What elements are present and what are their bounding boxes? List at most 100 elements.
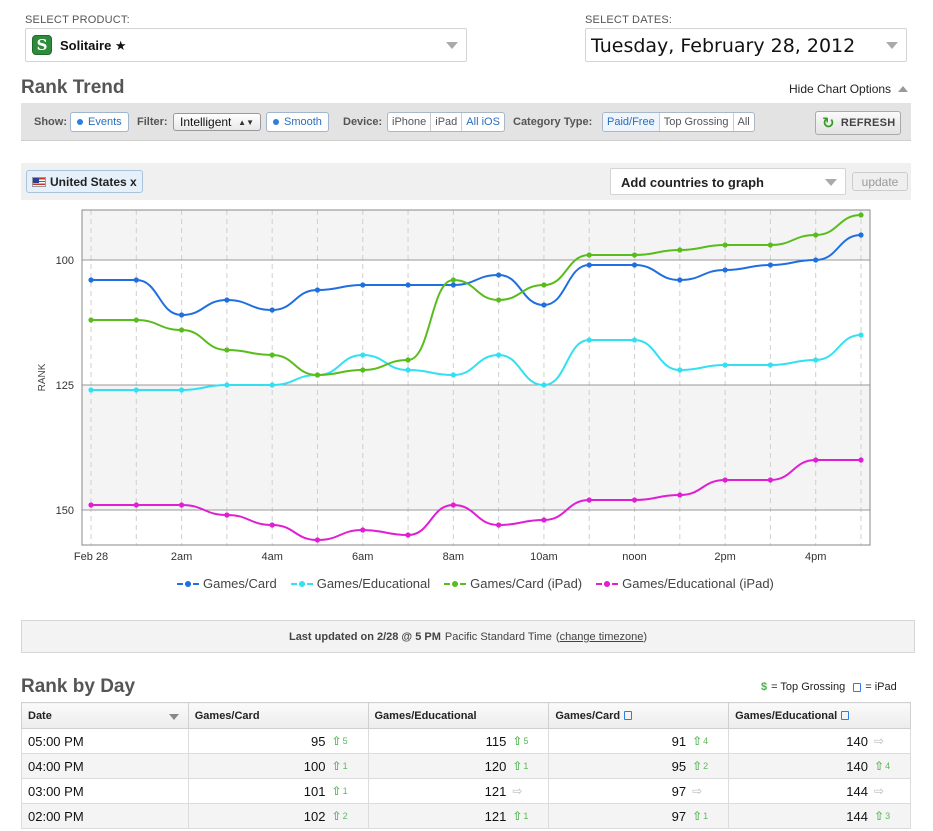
country-tag-united-states[interactable]: United States x	[26, 170, 143, 193]
events-toggle[interactable]: Events	[70, 112, 129, 132]
rank-delta: 5	[342, 736, 348, 746]
update-button[interactable]: update	[852, 172, 908, 191]
ipad-icon	[624, 710, 633, 720]
country-tag-label: United States x	[50, 174, 137, 189]
rank-delta: 4	[703, 736, 709, 746]
category-segmented: Paid/Free Top Grossing All	[602, 112, 755, 132]
data-point	[631, 497, 638, 503]
rank-value: 102	[303, 808, 326, 824]
col-label: Games/Card	[194, 709, 260, 722]
col-games-card-ipad[interactable]: Games/Card	[548, 702, 730, 729]
legend-item[interactable]: Games/Card (iPad)	[444, 576, 582, 591]
refresh-button[interactable]: ↻ REFRESH	[815, 111, 901, 135]
data-point	[224, 347, 230, 353]
table-row: 02:00 PM 102 ⇧ 2 121 ⇧ 1 97 ⇧ 1 144 ⇧ 3	[21, 803, 911, 829]
product-select[interactable]: S Solitaire ★	[25, 28, 467, 62]
sort-icon	[168, 714, 179, 720]
smooth-label: Smooth	[284, 116, 322, 128]
category-paid-free[interactable]: Paid/Free	[603, 113, 660, 131]
timezone-text: Pacific Standard Time	[444, 630, 552, 643]
device-ipad[interactable]: iPad	[431, 113, 463, 131]
rank-flat-icon: ⇨	[692, 784, 703, 798]
x-tick-label: 10am	[530, 551, 558, 563]
rank-value: 100	[303, 758, 326, 774]
device-label: Device:	[343, 116, 383, 128]
chevron-up-icon	[898, 86, 909, 92]
data-point	[88, 317, 94, 323]
data-point	[405, 532, 411, 538]
data-point	[722, 362, 728, 368]
filter-select[interactable]: Intelligent ▲▼	[173, 113, 261, 131]
rank-up-icon: ⇧	[331, 809, 342, 823]
rank-delta: 1	[342, 761, 348, 771]
rank-cell: 91 ⇧ 4	[548, 728, 730, 754]
data-point	[677, 492, 683, 498]
data-point	[178, 387, 185, 393]
col-games-educational[interactable]: Games/Educational	[367, 702, 550, 729]
ipad-icon	[853, 682, 862, 692]
data-point	[541, 282, 547, 288]
category-type-label: Category Type:	[513, 116, 593, 128]
refresh-label: REFRESH	[840, 117, 896, 129]
device-all-ios[interactable]: All iOS	[466, 116, 500, 128]
legend-label: Games/Educational	[316, 576, 431, 591]
table-row: 04:00 PM 100 ⇧ 1 120 ⇧ 1 95 ⇧ 2 140 ⇧ 4	[21, 753, 911, 779]
rank-cell: 120 ⇧ 1	[367, 753, 550, 779]
events-label: Events	[88, 116, 122, 128]
col-games-educational-ipad[interactable]: Games/Educational	[728, 702, 911, 729]
data-point	[269, 382, 275, 388]
legend-swatch-icon	[290, 579, 313, 589]
data-point	[813, 232, 819, 238]
chevron-down-icon	[886, 42, 898, 49]
data-point	[813, 357, 819, 363]
filter-label: Filter:	[137, 116, 168, 128]
data-point	[677, 247, 683, 253]
rank-delta: 4	[885, 761, 891, 771]
smooth-toggle[interactable]: Smooth	[266, 112, 329, 132]
legend-item[interactable]: Games/Card	[177, 576, 277, 591]
rank-value: 95	[671, 758, 687, 774]
legend-item[interactable]: Games/Educational	[290, 576, 431, 591]
data-point	[631, 252, 638, 258]
hide-chart-options-link[interactable]: Hide Chart Options	[789, 82, 909, 96]
category-top-grossing[interactable]: Top Grossing	[660, 113, 734, 131]
add-countries-select[interactable]: Add countries to graph	[610, 168, 846, 195]
col-games-card[interactable]: Games/Card	[187, 702, 369, 729]
table-row: 05:00 PM 95 ⇧ 5 115 ⇧ 5 91 ⇧ 4 140 ⇨	[21, 728, 911, 754]
rank-up-icon: ⇧	[692, 809, 703, 823]
data-point	[813, 257, 819, 263]
data-point	[450, 372, 456, 378]
rank-delta: 3	[885, 811, 891, 821]
col-date[interactable]: Date	[21, 702, 189, 729]
open-paren: (	[555, 630, 560, 643]
country-bar: United States x Add countries to graph u…	[21, 163, 911, 200]
data-point	[586, 262, 592, 268]
legend-swatch-icon	[444, 579, 467, 589]
data-point	[496, 297, 502, 303]
ipad-icon	[841, 710, 850, 720]
device-iphone[interactable]: iPhone	[388, 113, 432, 131]
x-tick-label: 4pm	[805, 551, 826, 563]
change-timezone-link[interactable]: change timezone	[559, 630, 644, 643]
chevron-down-icon	[825, 178, 837, 186]
category-all[interactable]: All	[737, 116, 750, 128]
product-name: Solitaire ★	[60, 38, 127, 53]
data-point	[586, 497, 592, 503]
data-point	[677, 367, 683, 373]
legend-label: Games/Card	[203, 576, 277, 591]
legend-item[interactable]: Games/Educational (iPad)	[596, 576, 774, 591]
data-point	[858, 212, 864, 218]
data-point	[269, 352, 275, 358]
rank-cell: 121 ⇨	[367, 778, 550, 804]
legend-swatch-icon	[177, 579, 199, 589]
col-label: Games/Educational	[374, 709, 477, 722]
col-date-label: Date	[28, 709, 52, 722]
rank-cell: 144 ⇧ 3	[728, 803, 911, 829]
rank-delta: 1	[523, 811, 529, 821]
date-select[interactable]: Tuesday, February 28, 2012	[585, 28, 907, 62]
data-point	[767, 262, 774, 268]
dot-icon	[273, 119, 279, 125]
data-point	[314, 372, 321, 378]
show-label: Show:	[34, 116, 67, 128]
data-point	[541, 517, 547, 523]
